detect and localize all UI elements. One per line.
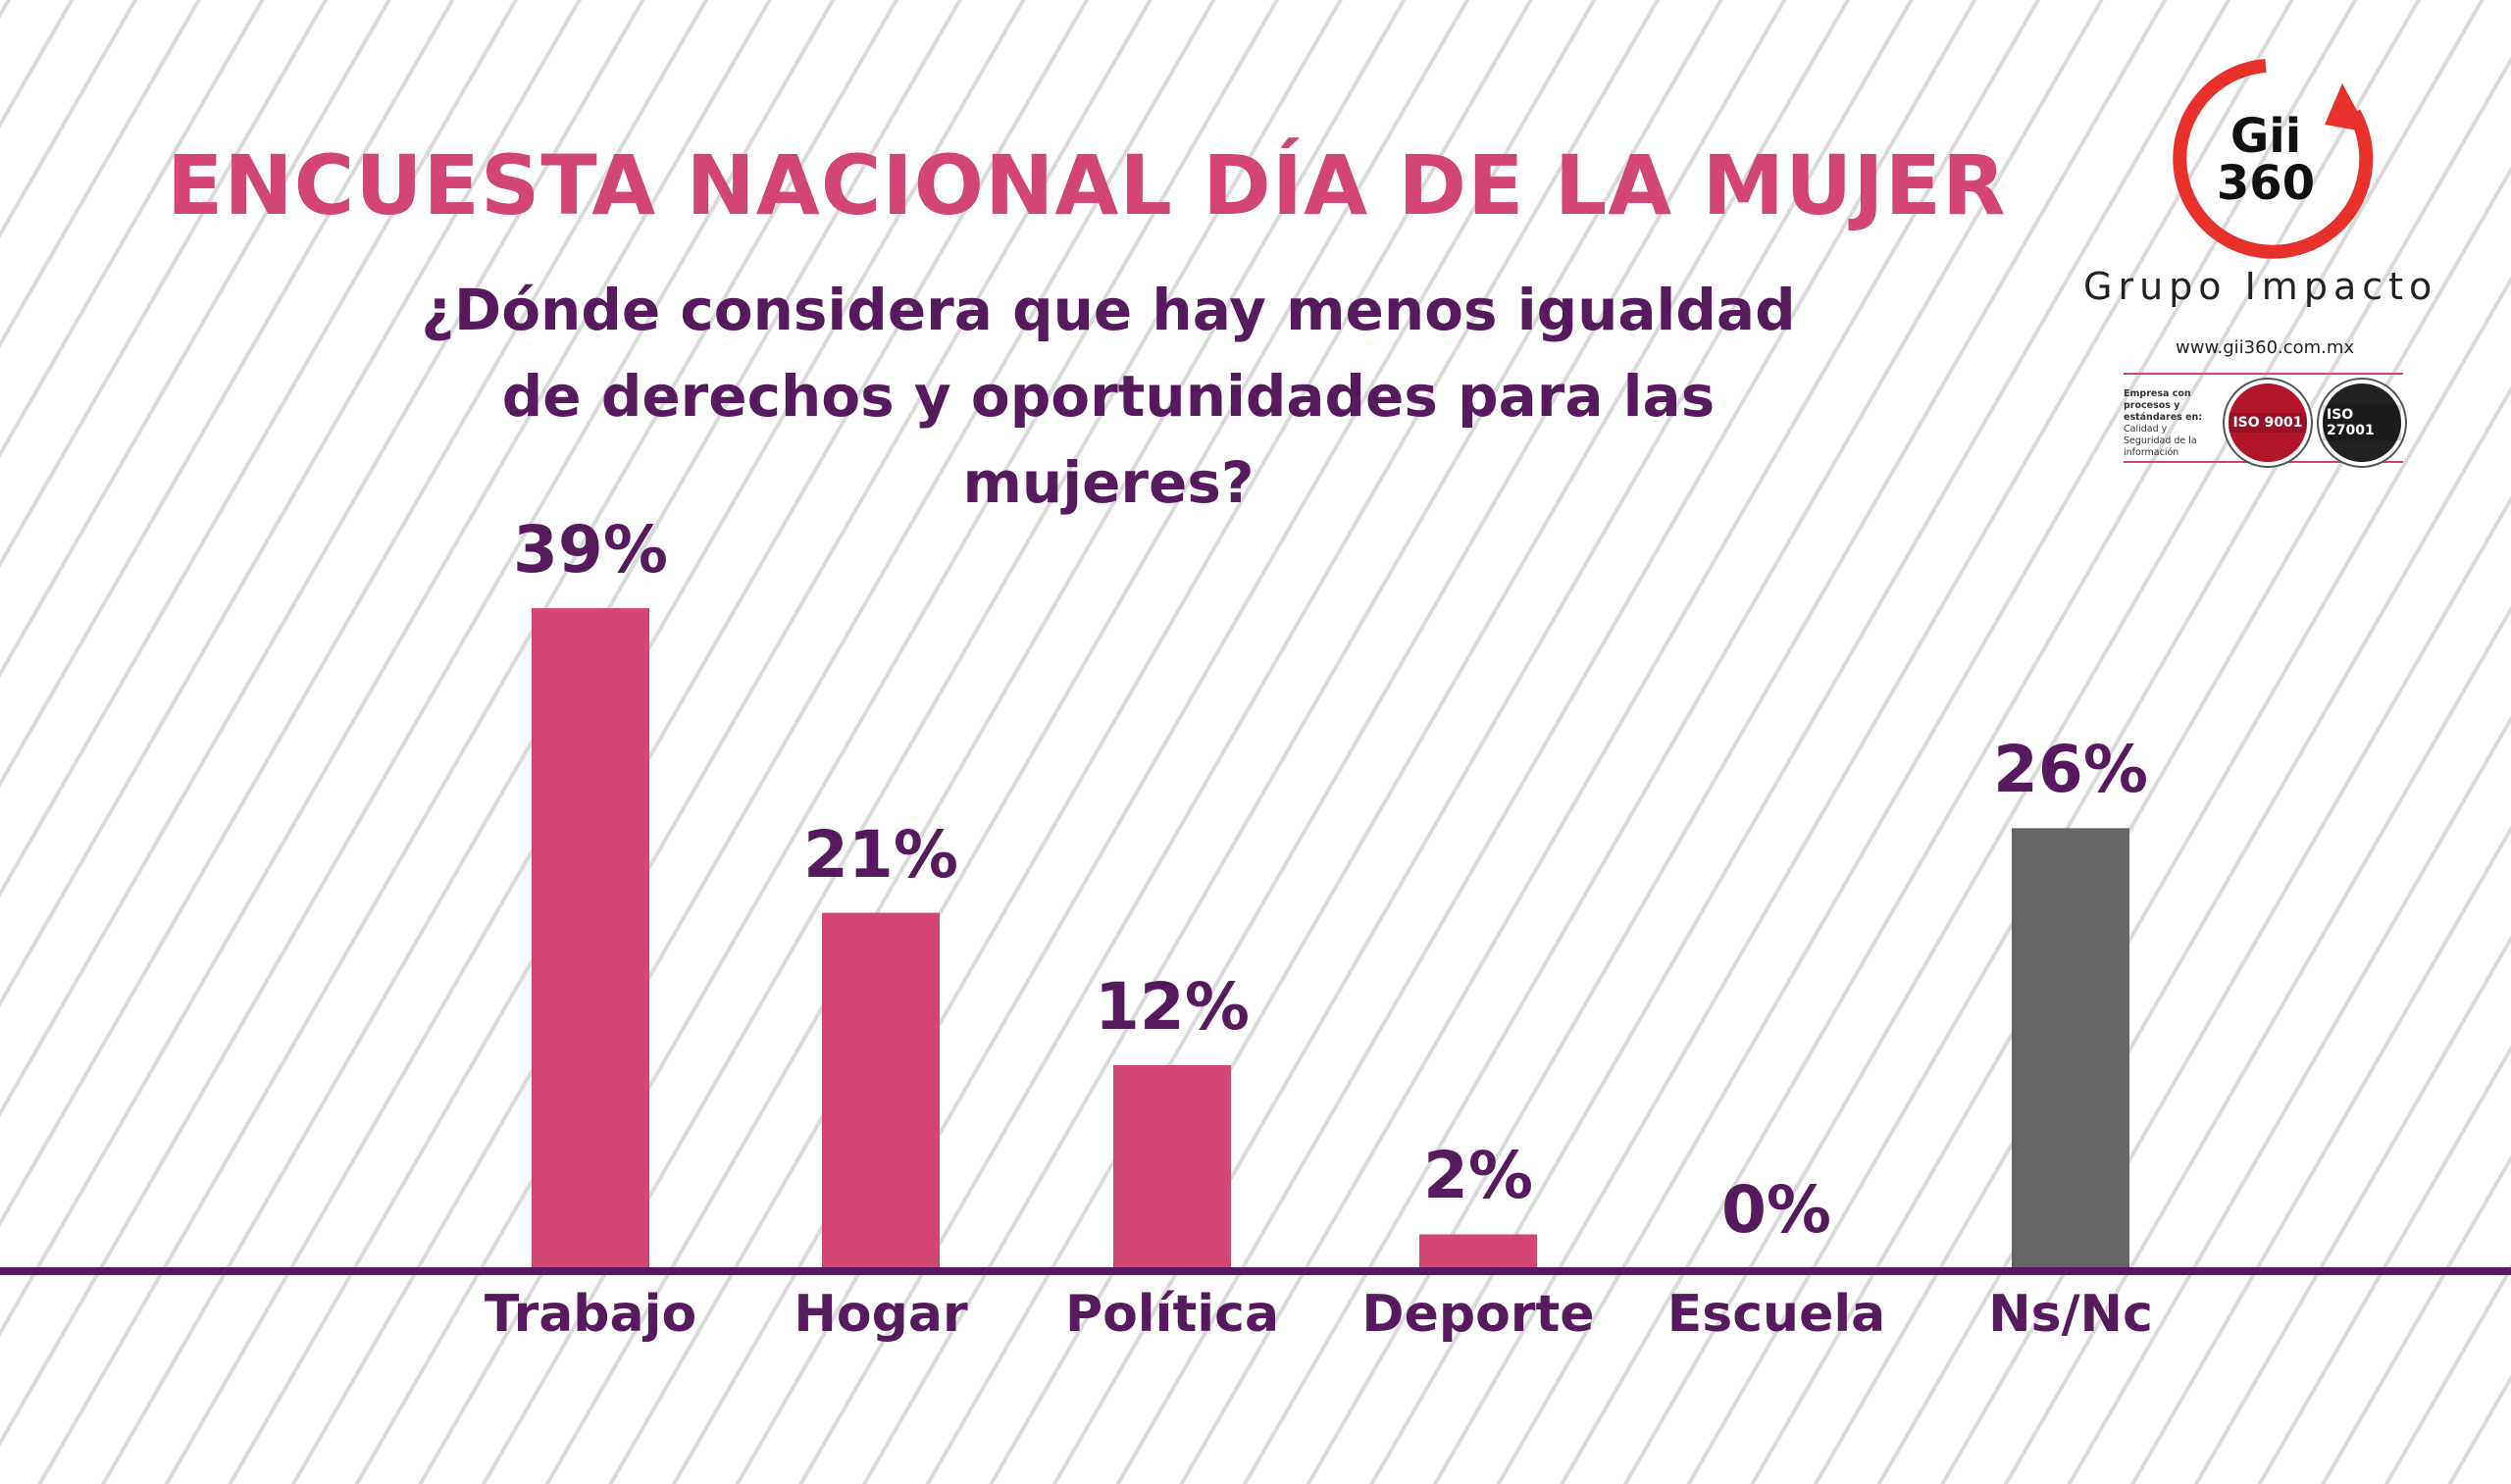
category-label: Deporte bbox=[1361, 1285, 1595, 1344]
bar-hogar bbox=[822, 912, 940, 1268]
value-label: 2% bbox=[1422, 1138, 1534, 1214]
bar-pol-tica bbox=[1113, 1064, 1231, 1268]
logo-mark-line-2: 360 bbox=[2217, 156, 2315, 211]
value-label: 39% bbox=[513, 512, 668, 588]
iso-description: Empresa con procesos y estándares en: Ca… bbox=[2124, 388, 2217, 459]
iso-27001-label: ISO 27001 bbox=[2323, 405, 2401, 440]
category-label: Trabajo bbox=[484, 1285, 697, 1344]
value-label: 0% bbox=[1720, 1172, 1832, 1248]
iso-description-bold: Empresa con procesos y estándares en: bbox=[2124, 388, 2203, 423]
value-label: 26% bbox=[1993, 732, 2148, 808]
logo-arrow-icon bbox=[2325, 83, 2369, 132]
bar-ns-nc bbox=[2012, 828, 2129, 1268]
page-title: ENCUESTA NACIONAL DÍA DE LA MUJER bbox=[167, 137, 2007, 233]
divider bbox=[2124, 373, 2403, 375]
brand-url: www.gii360.com.mx bbox=[2176, 337, 2355, 358]
brand-name: Grupo Impacto bbox=[2083, 265, 2438, 308]
bar-deporte bbox=[1419, 1234, 1537, 1268]
gii360-logo: Gii 360 bbox=[2173, 59, 2374, 259]
bar-trabajo bbox=[532, 608, 649, 1268]
iso-description-text: Calidad y Seguridad de la información bbox=[2124, 424, 2197, 458]
logo-ring-icon bbox=[2173, 59, 2374, 259]
value-label: 21% bbox=[803, 816, 958, 893]
iso-9001-label: ISO 9001 bbox=[2229, 413, 2307, 433]
question-line-1: ¿Dónde considera que hay menos igualdad bbox=[421, 277, 1796, 343]
logo-mark-line-1: Gii bbox=[2230, 109, 2301, 164]
chart-question: ¿Dónde considera que hay menos igualdad … bbox=[373, 267, 1844, 526]
iso-27001-badge: ISO 27001 bbox=[2319, 380, 2405, 466]
category-label: Hogar bbox=[794, 1285, 968, 1344]
category-label: Política bbox=[1064, 1285, 1280, 1344]
question-line-2: de derechos y oportunidades para las muj… bbox=[501, 363, 1716, 516]
iso-9001-badge: ISO 9001 bbox=[2225, 380, 2311, 466]
value-label: 12% bbox=[1095, 968, 1250, 1045]
category-label: Escuela bbox=[1666, 1285, 1886, 1344]
category-label: Ns/Nc bbox=[1988, 1285, 2153, 1344]
